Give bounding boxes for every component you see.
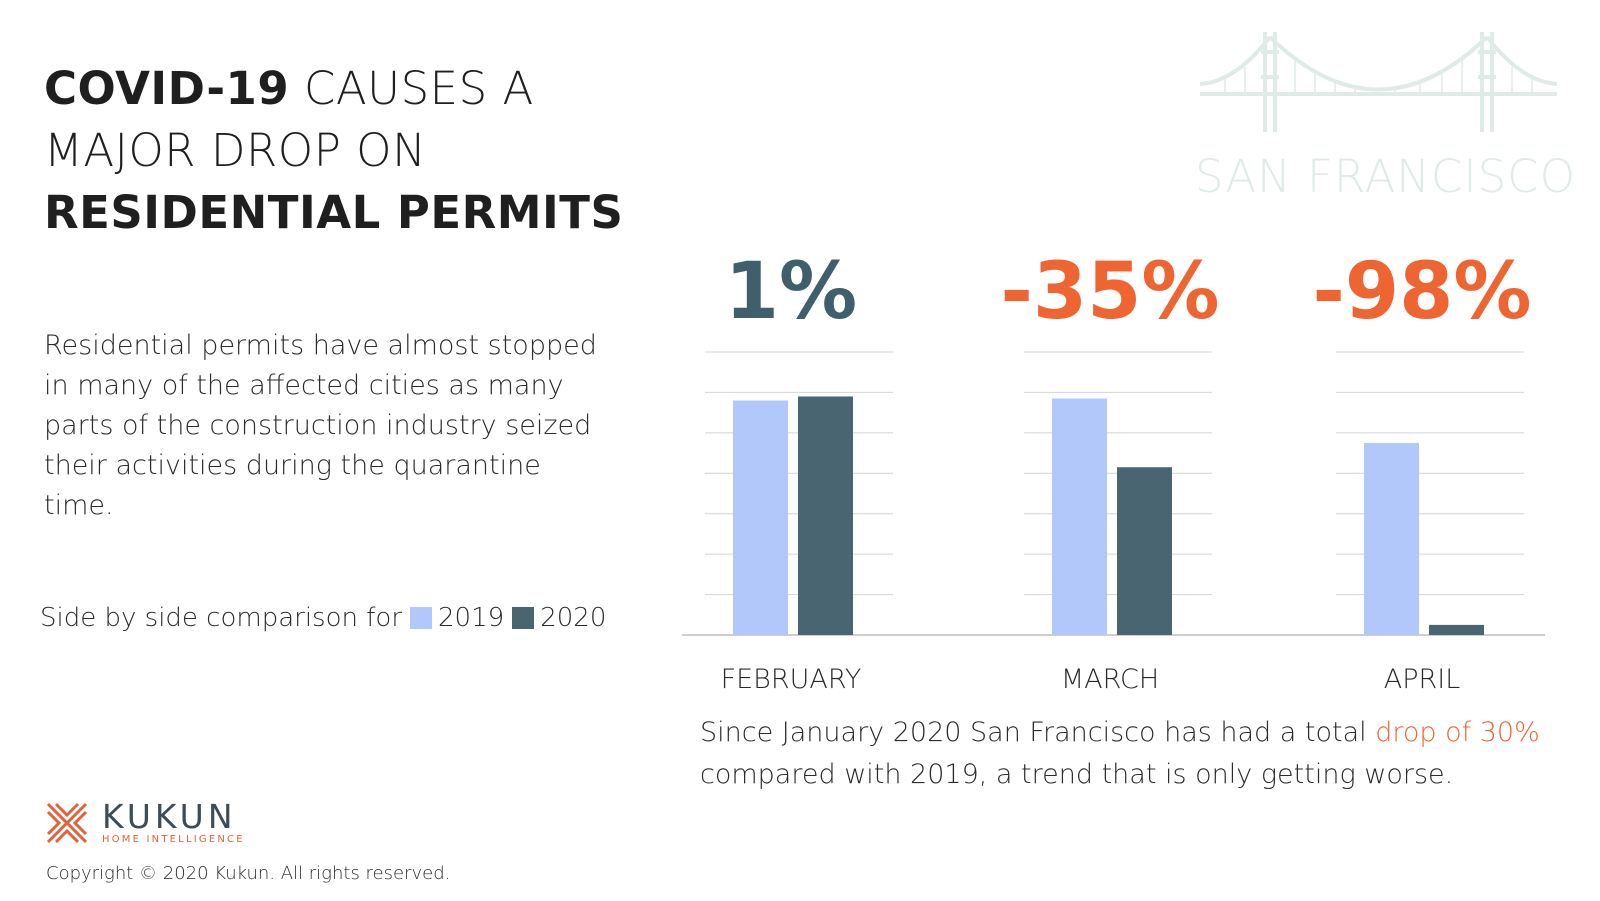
summary-note: Since January 2020 San Francisco has had… — [700, 712, 1560, 796]
description-text: Residential permits have almost stopped … — [44, 330, 597, 521]
change-label: -35% — [1000, 247, 1219, 337]
bar-2020-april — [1429, 624, 1484, 635]
golden-gate-bridge-icon — [1199, 32, 1558, 132]
bar-2020-february — [798, 396, 853, 635]
page-title: COVID-19 CAUSES A MAJOR DROP ON RESIDENT… — [44, 58, 624, 244]
legend-label-2019: 2019 — [438, 603, 505, 633]
note-before: Since January 2020 San Francisco has had… — [700, 717, 1376, 748]
legend-label-2020: 2020 — [540, 603, 607, 633]
title-line-2: MAJOR DROP ON — [44, 124, 427, 177]
copyright-text: Copyright © 2020 Kukun. All rights reser… — [46, 863, 451, 884]
legend-swatch-2019 — [410, 607, 433, 629]
legend: Side by side comparison for 2019 2020 — [40, 603, 606, 633]
bar-2019-march — [1052, 398, 1107, 635]
x-tick-label: MARCH — [1061, 664, 1159, 695]
labels: FEBRUARY 1% MARCH -35% APRIL -98% — [721, 247, 1532, 695]
change-label: 1% — [725, 247, 857, 337]
bar-2019-february — [733, 400, 788, 635]
brand-name: KUKUN — [102, 797, 237, 836]
x-tick-label: APRIL — [1384, 664, 1461, 695]
x-tick-label: FEBRUARY — [721, 664, 862, 695]
note-highlight: drop of 30% — [1375, 717, 1540, 748]
kukun-logo-icon — [46, 802, 88, 844]
kukun-brand: KUKUN HOME INTELLIGENCE — [46, 800, 245, 846]
title-bold-covid: COVID-19 — [44, 62, 290, 115]
change-label: -98% — [1312, 247, 1531, 337]
title-line-3: RESIDENTIAL PERMITS — [44, 186, 624, 239]
title-rest: CAUSES A — [289, 62, 534, 115]
brand-tagline: HOME INTELLIGENCE — [102, 834, 245, 845]
legend-prefix: Side by side comparison for — [40, 603, 403, 633]
legend-swatch-2020 — [512, 607, 535, 629]
bars — [733, 396, 1484, 635]
bar-2020-march — [1117, 467, 1172, 635]
bar-2019-april — [1364, 442, 1419, 635]
city-name: SAN FRANCISCO — [1195, 150, 1577, 203]
note-after: compared with 2019, a trend that is only… — [700, 759, 1454, 790]
